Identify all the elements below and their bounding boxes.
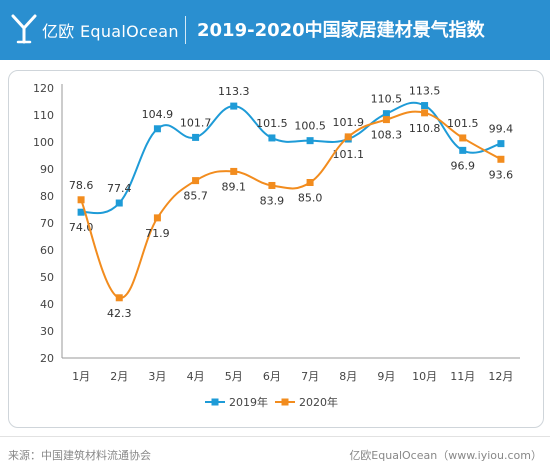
data-label: 71.9	[145, 227, 170, 240]
data-point	[268, 181, 276, 189]
data-label: 101.5	[256, 117, 288, 130]
y-tick-label: 70	[40, 217, 54, 230]
data-point	[192, 133, 200, 141]
brand-name: 亿欧 EqualOcean	[42, 18, 179, 42]
data-label: 74.0	[69, 221, 94, 234]
x-tick-label: 5月	[225, 370, 243, 383]
y-tick-label: 80	[40, 190, 54, 203]
data-label: 113.3	[218, 85, 250, 98]
data-label: 101.7	[180, 116, 212, 129]
equalocean-logo-icon	[11, 14, 37, 44]
legend-swatch-marker	[281, 398, 289, 406]
legend-label: 2020年	[299, 395, 338, 409]
x-tick-label: 11月	[450, 370, 475, 383]
data-point	[306, 137, 314, 145]
series-line-2019	[80, 101, 502, 215]
y-tick-label: 40	[40, 298, 54, 311]
data-point	[459, 134, 467, 142]
data-label: 99.4	[489, 123, 514, 136]
data-label: 101.5	[447, 117, 479, 130]
y-tick-label: 100	[33, 136, 54, 149]
x-tick-label: 9月	[377, 370, 395, 383]
brand-cn: 亿欧	[42, 22, 75, 41]
y-tick-label: 60	[40, 244, 54, 257]
source-note: 来源：中国建筑材料流通协会	[8, 449, 151, 462]
y-tick-label: 20	[40, 352, 54, 365]
x-tick-label: 8月	[339, 370, 357, 383]
x-tick-label: 3月	[148, 370, 166, 383]
header-bar: 亿欧 EqualOcean 2019-2020中国家居建材景气指数	[0, 0, 550, 60]
data-label: 85.7	[183, 190, 208, 203]
data-point	[115, 294, 123, 302]
data-point	[459, 146, 467, 154]
data-point	[77, 196, 85, 204]
x-tick-label: 10月	[412, 370, 437, 383]
brand-en: EqualOcean	[80, 22, 179, 41]
data-label: 108.3	[371, 129, 403, 142]
x-tick-label: 1月	[72, 370, 90, 383]
y-tick-label: 110	[33, 109, 54, 122]
y-tick-label: 90	[40, 163, 54, 176]
page-title: 2019-2020中国家居建材景气指数	[197, 20, 485, 41]
data-point	[497, 140, 505, 148]
data-point	[77, 208, 85, 216]
data-label: 93.6	[489, 168, 514, 181]
y-tick-label: 120	[33, 82, 54, 95]
y-tick-label: 50	[40, 271, 54, 284]
data-label: 78.6	[69, 179, 94, 192]
data-label: 89.1	[222, 180, 247, 193]
x-tick-label: 7月	[301, 370, 319, 383]
data-label: 83.9	[260, 194, 285, 207]
series-line-2020	[80, 110, 502, 299]
data-label: 101.1	[333, 148, 365, 161]
data-point	[421, 109, 429, 117]
data-point	[153, 125, 161, 133]
data-point	[497, 155, 505, 163]
data-label: 77.4	[107, 182, 132, 195]
data-point	[115, 199, 123, 207]
header-divider	[185, 16, 186, 44]
data-point	[192, 177, 200, 185]
footer: 来源：中国建筑材料流通协会 亿欧EqualOcean（www.iyiou.com…	[0, 436, 550, 471]
data-label: 113.5	[409, 85, 441, 98]
data-label: 42.3	[107, 307, 132, 320]
data-label: 85.0	[298, 192, 323, 205]
credit-note: 亿欧EqualOcean（www.iyiou.com）	[349, 449, 542, 462]
data-point	[230, 102, 238, 110]
data-label: 110.5	[371, 93, 403, 106]
data-point	[230, 167, 238, 175]
data-point	[153, 214, 161, 222]
x-tick-label: 4月	[187, 370, 205, 383]
data-label: 96.9	[451, 159, 476, 172]
data-label: 104.9	[142, 108, 174, 121]
data-label: 100.5	[294, 120, 326, 133]
data-point	[382, 116, 390, 124]
data-point	[306, 179, 314, 186]
data-label: 110.8	[409, 122, 441, 135]
legend-label: 2019年	[229, 395, 268, 409]
x-tick-label: 12月	[488, 370, 513, 383]
data-point	[268, 134, 276, 142]
legend-swatch-marker	[211, 398, 219, 406]
y-tick-label: 30	[40, 325, 54, 338]
data-point	[382, 110, 390, 118]
data-point	[344, 133, 352, 141]
data-label: 101.9	[333, 116, 365, 129]
chart-card	[8, 70, 544, 428]
x-tick-label: 6月	[263, 370, 281, 383]
x-tick-label: 2月	[110, 370, 128, 383]
data-point	[421, 102, 429, 110]
